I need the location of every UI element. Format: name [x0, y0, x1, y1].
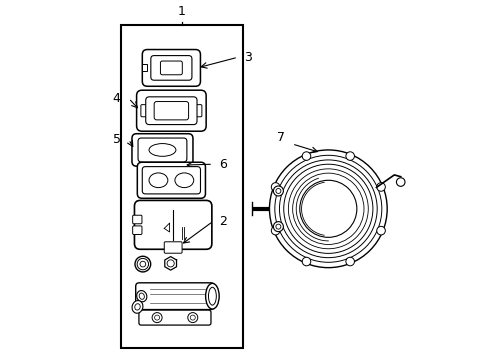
FancyBboxPatch shape: [136, 90, 206, 131]
FancyBboxPatch shape: [142, 167, 200, 194]
Text: 1: 1: [178, 5, 185, 18]
Circle shape: [273, 186, 283, 196]
FancyBboxPatch shape: [150, 55, 191, 80]
Ellipse shape: [139, 293, 144, 299]
Polygon shape: [164, 257, 176, 270]
FancyBboxPatch shape: [132, 215, 142, 224]
Text: 5: 5: [113, 133, 121, 146]
Circle shape: [187, 312, 197, 323]
Text: 4: 4: [113, 92, 121, 105]
Circle shape: [302, 257, 310, 266]
FancyBboxPatch shape: [137, 162, 205, 198]
Circle shape: [271, 226, 279, 235]
FancyBboxPatch shape: [164, 242, 182, 253]
Circle shape: [299, 180, 356, 237]
FancyBboxPatch shape: [136, 283, 214, 310]
Circle shape: [140, 261, 145, 267]
FancyBboxPatch shape: [138, 138, 186, 162]
Circle shape: [135, 256, 150, 272]
Circle shape: [273, 222, 283, 231]
FancyBboxPatch shape: [141, 105, 151, 117]
Ellipse shape: [132, 301, 142, 313]
Ellipse shape: [149, 144, 176, 156]
Circle shape: [154, 315, 159, 320]
Circle shape: [137, 258, 148, 270]
Ellipse shape: [205, 283, 219, 309]
Text: 7: 7: [276, 131, 284, 144]
Bar: [142, 64, 147, 72]
FancyBboxPatch shape: [142, 50, 200, 86]
FancyBboxPatch shape: [134, 201, 211, 249]
FancyBboxPatch shape: [145, 97, 197, 125]
Ellipse shape: [149, 173, 167, 188]
Circle shape: [275, 189, 280, 193]
Circle shape: [345, 152, 354, 160]
Circle shape: [302, 152, 310, 160]
Ellipse shape: [175, 173, 193, 188]
FancyBboxPatch shape: [154, 102, 188, 120]
Text: 6: 6: [219, 158, 227, 171]
Circle shape: [345, 257, 354, 266]
Text: 3: 3: [244, 51, 252, 64]
Ellipse shape: [135, 304, 140, 310]
Circle shape: [275, 224, 280, 229]
Circle shape: [376, 183, 385, 191]
Ellipse shape: [137, 291, 146, 302]
Circle shape: [376, 226, 385, 235]
FancyBboxPatch shape: [132, 226, 142, 234]
FancyBboxPatch shape: [191, 105, 202, 117]
FancyBboxPatch shape: [139, 310, 210, 325]
Circle shape: [152, 312, 162, 323]
Text: 2: 2: [219, 215, 227, 228]
Circle shape: [190, 315, 195, 320]
Circle shape: [271, 183, 279, 191]
Circle shape: [167, 260, 174, 267]
Circle shape: [396, 178, 404, 186]
FancyBboxPatch shape: [160, 61, 182, 75]
Circle shape: [267, 148, 388, 269]
FancyBboxPatch shape: [132, 134, 193, 166]
Bar: [121, 25, 242, 348]
Ellipse shape: [208, 287, 216, 305]
